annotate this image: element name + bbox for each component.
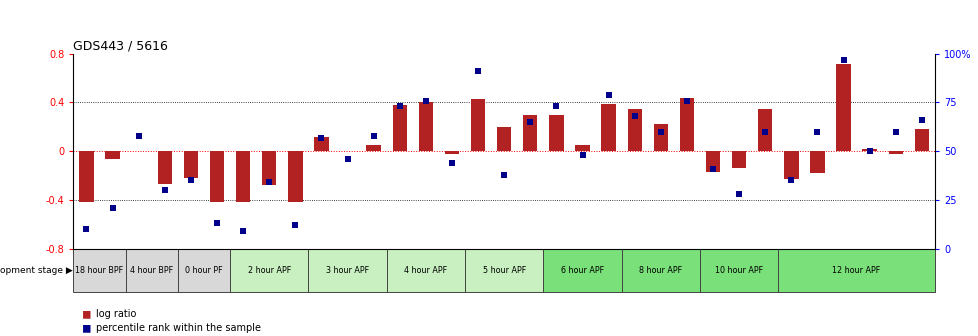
Point	[235, 228, 250, 234]
Bar	[106, 151, 119, 159]
Text: log ratio: log ratio	[96, 309, 136, 319]
Bar	[366, 145, 380, 151]
Point	[105, 205, 120, 210]
Point	[704, 166, 720, 171]
Text: 6 hour APF: 6 hour APF	[560, 266, 603, 275]
Bar	[732, 151, 745, 168]
Bar	[835, 64, 850, 151]
Text: 10 hour APF: 10 hour APF	[714, 266, 763, 275]
Text: ■: ■	[83, 321, 91, 334]
Point	[679, 98, 694, 103]
Bar	[497, 127, 511, 151]
Bar	[419, 102, 432, 151]
Bar	[73, 249, 125, 292]
Bar	[392, 105, 407, 151]
Point	[469, 69, 485, 74]
Bar	[386, 249, 465, 292]
Point	[78, 226, 94, 232]
Bar	[543, 249, 621, 292]
Text: development stage ▶: development stage ▶	[0, 266, 72, 275]
Text: 3 hour APF: 3 hour APF	[326, 266, 369, 275]
Bar	[230, 249, 308, 292]
Point	[156, 187, 172, 193]
Bar	[465, 249, 543, 292]
Point	[574, 153, 590, 158]
Point	[600, 92, 616, 97]
Bar	[184, 151, 198, 178]
Point	[131, 133, 147, 138]
Bar	[757, 109, 772, 151]
Point	[782, 178, 798, 183]
Text: 18 hour BPF: 18 hour BPF	[75, 266, 123, 275]
Bar	[810, 151, 823, 173]
Bar	[862, 149, 876, 151]
Point	[261, 180, 277, 185]
Bar	[470, 99, 485, 151]
Bar	[209, 151, 224, 202]
Point	[391, 104, 407, 109]
Point	[183, 178, 199, 183]
Bar	[621, 249, 699, 292]
Bar	[888, 151, 902, 154]
Text: ■: ■	[83, 308, 91, 321]
Bar	[308, 249, 386, 292]
Bar	[699, 249, 778, 292]
Bar	[913, 129, 928, 151]
Text: 4 hour APF: 4 hour APF	[404, 266, 447, 275]
Point	[626, 114, 642, 119]
Bar	[522, 115, 537, 151]
Point	[209, 221, 225, 226]
Bar	[288, 151, 302, 202]
Bar	[157, 151, 172, 184]
Point	[313, 135, 329, 140]
Bar	[314, 137, 329, 151]
Bar	[627, 109, 642, 151]
Bar	[262, 151, 276, 185]
Text: 8 hour APF: 8 hour APF	[639, 266, 682, 275]
Bar	[778, 249, 934, 292]
Bar	[236, 151, 250, 202]
Text: 4 hour BPF: 4 hour BPF	[130, 266, 173, 275]
Point	[731, 192, 746, 197]
Point	[809, 129, 824, 134]
Point	[548, 104, 563, 109]
Text: 12 hour APF: 12 hour APF	[831, 266, 880, 275]
Bar	[600, 104, 615, 151]
Text: GDS443 / 5616: GDS443 / 5616	[73, 40, 168, 53]
Text: percentile rank within the sample: percentile rank within the sample	[96, 323, 261, 333]
Point	[835, 57, 851, 62]
Bar	[125, 249, 178, 292]
Text: 2 hour APF: 2 hour APF	[247, 266, 290, 275]
Point	[288, 222, 303, 228]
Bar	[705, 151, 720, 172]
Bar	[178, 249, 230, 292]
Bar	[549, 115, 563, 151]
Point	[652, 129, 668, 134]
Text: 5 hour APF: 5 hour APF	[482, 266, 525, 275]
Point	[757, 129, 773, 134]
Bar	[575, 145, 589, 151]
Bar	[444, 151, 459, 154]
Text: 0 hour PF: 0 hour PF	[185, 266, 223, 275]
Bar	[679, 98, 693, 151]
Point	[861, 149, 876, 154]
Point	[522, 119, 538, 125]
Bar	[79, 151, 94, 202]
Point	[496, 172, 511, 177]
Point	[418, 98, 433, 103]
Point	[887, 129, 903, 134]
Bar	[653, 124, 667, 151]
Point	[913, 117, 929, 123]
Point	[339, 156, 355, 162]
Bar	[783, 151, 798, 179]
Point	[366, 133, 381, 138]
Point	[444, 160, 460, 166]
